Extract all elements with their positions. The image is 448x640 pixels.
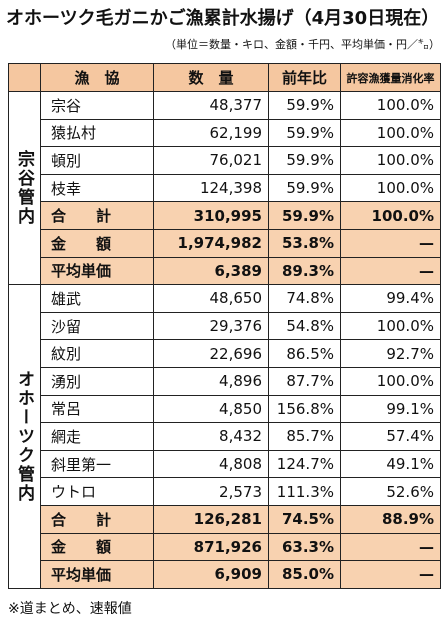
value-cell: 54.8% [268, 311, 341, 341]
row-label: 沙留 [40, 311, 154, 341]
value-cell: 126,281 [153, 505, 269, 534]
row-label: 枝幸 [40, 173, 154, 203]
row-label: 猿払村 [40, 118, 154, 148]
value-cell: 6,909 [153, 560, 269, 589]
row-label: 平均単価 [40, 256, 154, 286]
value-cell: 99.4% [340, 284, 441, 313]
value-cell: — [340, 229, 441, 258]
subtitle: （単位＝数量・キロ、金額・千円、平均単価・円／㌔） [165, 38, 440, 51]
value-cell: 88.9% [340, 505, 441, 534]
value-cell: 48,377 [153, 91, 269, 120]
column-header: 許容漁獲量消化率 [340, 63, 441, 92]
row-label: 合 計 [40, 201, 154, 230]
value-cell: 100.0% [340, 91, 441, 120]
value-cell: 92.7% [340, 339, 441, 368]
value-cell: 100.0% [340, 118, 441, 148]
value-cell: 4,850 [153, 394, 269, 424]
value-cell: 59.9% [268, 146, 341, 175]
value-cell: 100.0% [340, 311, 441, 341]
value-cell: 52.6% [340, 477, 441, 506]
value-cell: 871,926 [153, 532, 269, 562]
row-label: 紋別 [40, 339, 154, 368]
row-label: ウトロ [40, 477, 154, 506]
row-label: 常呂 [40, 394, 154, 424]
value-cell: 124.7% [268, 449, 341, 479]
value-cell: 49.1% [340, 449, 441, 479]
row-label: 平均単価 [40, 560, 154, 589]
row-label: 合 計 [40, 505, 154, 534]
value-cell: — [340, 532, 441, 562]
row-label: 金 額 [40, 229, 154, 258]
row-label: 宗谷 [40, 91, 154, 120]
value-cell: 4,896 [153, 367, 269, 396]
value-cell: — [340, 256, 441, 286]
value-cell: 57.4% [340, 422, 441, 451]
value-cell: 2,573 [153, 477, 269, 506]
value-cell: 99.1% [340, 394, 441, 424]
value-cell: 63.3% [268, 532, 341, 562]
row-label: 湧別 [40, 367, 154, 396]
value-cell: 6,389 [153, 256, 269, 286]
value-cell: 1,974,982 [153, 229, 269, 258]
value-cell: 86.5% [268, 339, 341, 368]
value-cell: 124,398 [153, 173, 269, 203]
value-cell: 59.9% [268, 201, 341, 230]
value-cell: 76,021 [153, 146, 269, 175]
value-cell: 74.5% [268, 505, 341, 534]
value-cell: 62,199 [153, 118, 269, 148]
value-cell: 100.0% [340, 367, 441, 396]
value-cell: 22,696 [153, 339, 269, 368]
value-cell: — [340, 560, 441, 589]
footnote: ※道まとめ、速報値 [8, 601, 132, 617]
row-label: 頓別 [40, 146, 154, 175]
value-cell: 59.9% [268, 118, 341, 148]
value-cell: 85.7% [268, 422, 341, 451]
row-label: 雄武 [40, 284, 154, 313]
value-cell: 310,995 [153, 201, 269, 230]
row-label: 金 額 [40, 532, 154, 562]
value-cell: 100.0% [340, 173, 441, 203]
region: オホーツク管内 [8, 284, 41, 589]
column-header: 前年比 [268, 63, 341, 92]
value-cell: 8,432 [153, 422, 269, 451]
table: 漁 協数 量前年比 許容漁獲量消化率 宗谷管内 宗谷 48,377 59.9% 100.0%… [8, 63, 441, 589]
value-cell: 111.3% [268, 477, 341, 506]
value-cell: 156.8% [268, 394, 341, 424]
value-cell: 59.9% [268, 173, 341, 203]
value-cell: 53.8% [268, 229, 341, 258]
value-cell: 89.3% [268, 256, 341, 286]
value-cell: 74.8% [268, 284, 341, 313]
value-cell: 29,376 [153, 311, 269, 341]
value-cell: 48,650 [153, 284, 269, 313]
row-label: 斜里第一 [40, 449, 154, 479]
row-label: 網走 [40, 422, 154, 451]
value-cell: 59.9% [268, 91, 341, 120]
region: 宗谷管内 [8, 91, 41, 286]
value-cell: 100.0% [340, 201, 441, 230]
column-header: 数 量 [153, 63, 269, 92]
value-cell: 85.0% [268, 560, 341, 589]
value-cell: 87.7% [268, 367, 341, 396]
header-cell [8, 63, 41, 92]
title: オホーツク毛ガニかご漁累計水揚げ（4月30日現在） [6, 8, 440, 29]
column-header: 漁 協 [40, 63, 154, 92]
value-cell: 100.0% [340, 146, 441, 175]
value-cell: 4,808 [153, 449, 269, 479]
